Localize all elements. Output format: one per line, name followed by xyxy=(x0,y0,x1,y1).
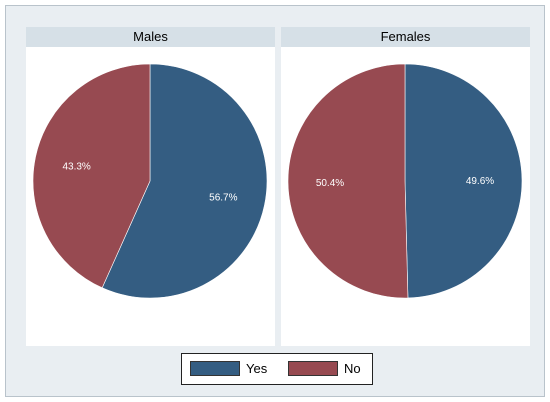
males-panel-title: Males xyxy=(26,27,275,47)
legend-label-no: No xyxy=(344,361,361,376)
legend: Yes No xyxy=(181,353,373,385)
females-pie-chart: 49.6% 50.4% xyxy=(287,63,523,299)
females-panel-title: Females xyxy=(281,27,530,47)
legend-swatch-yes xyxy=(190,361,240,376)
females-slice-no xyxy=(287,63,409,299)
females-panel: Females 49.6% 50.4% xyxy=(281,27,530,346)
males-slice-no xyxy=(32,63,151,289)
females-label-no: 50.4% xyxy=(316,178,344,189)
females-label-yes: 49.6% xyxy=(466,176,494,187)
males-label-no: 43.3% xyxy=(62,161,90,172)
legend-label-yes: Yes xyxy=(246,361,268,376)
males-pie-chart: 56.7% 43.3% xyxy=(32,63,268,299)
females-slice-yes xyxy=(404,63,523,299)
males-label-yes: 56.7% xyxy=(209,193,237,204)
males-panel: Males 56.7% 43.3% xyxy=(26,27,275,346)
males-slice-yes xyxy=(101,63,268,299)
legend-swatch-no xyxy=(288,361,338,376)
chart-frame: Males 56.7% 43.3% Females 49.6% 50.4% Yes … xyxy=(5,5,545,397)
